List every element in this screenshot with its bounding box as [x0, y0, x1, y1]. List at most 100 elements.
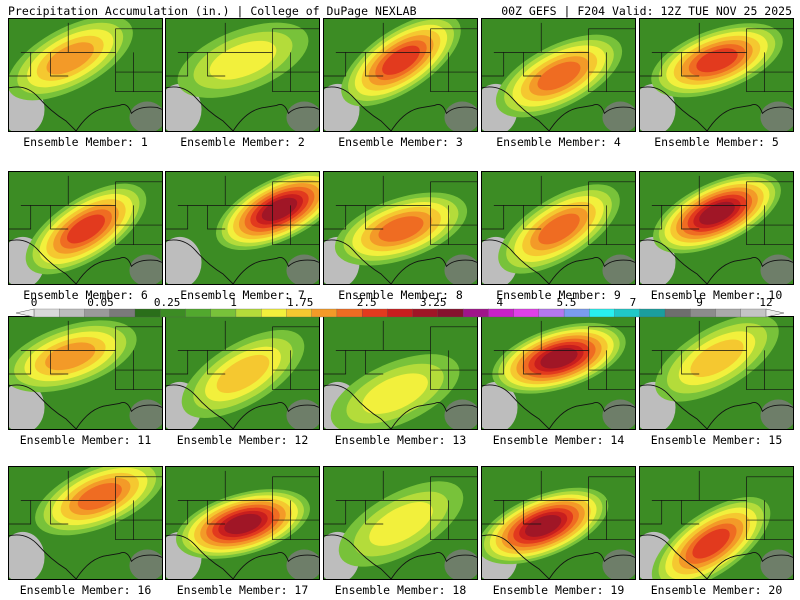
ensemble-panel-12	[165, 316, 320, 430]
precip-map	[482, 172, 635, 284]
precip-band	[176, 489, 310, 559]
coastline	[324, 384, 477, 429]
ensemble-member-label: Ensemble Member: 8	[338, 288, 463, 302]
precip-band	[215, 172, 319, 251]
ensemble-member-label: Ensemble Member: 15	[650, 433, 783, 447]
colorbar-segment	[614, 308, 641, 318]
colorbar-segment	[387, 308, 414, 318]
colorbar-left-arrow	[15, 308, 35, 318]
ensemble-panel-17	[165, 466, 320, 580]
coastline	[482, 534, 635, 579]
colorbar-segment	[59, 308, 85, 318]
ensemble-member-label: Ensemble Member: 14	[492, 433, 625, 447]
colorbar-segment	[286, 308, 313, 318]
colorbar-segment	[33, 308, 60, 318]
ensemble-panel-13	[323, 316, 478, 430]
colorbar-tick-label: 7	[630, 296, 637, 309]
precip-map	[640, 172, 793, 284]
precip-map	[9, 317, 162, 429]
colorbar-tick-label: 0	[31, 296, 38, 309]
colorbar-segment	[715, 308, 742, 318]
ensemble-panel-8	[323, 171, 478, 285]
ensemble-member-label: Ensemble Member: 18	[334, 583, 467, 597]
precip-map	[640, 467, 793, 579]
ensemble-panel-10	[639, 171, 794, 285]
coastline	[9, 534, 162, 579]
low-precip-area	[482, 381, 518, 429]
colorbar-segment	[412, 308, 439, 318]
colorbar-tick-label: 1.75	[287, 296, 314, 309]
ensemble-panel-3	[323, 18, 478, 132]
colorbar-segment	[589, 308, 615, 318]
ensemble-panel-14	[481, 316, 636, 430]
low-precip-area	[640, 83, 676, 131]
coastline	[166, 384, 319, 429]
ensemble-panel-6	[8, 171, 163, 285]
precip-map	[324, 467, 477, 579]
colorbar-segment	[538, 308, 565, 318]
low-precip-area	[166, 236, 202, 284]
low-precip-area	[9, 531, 45, 579]
coastline	[640, 384, 793, 429]
ensemble-panel-15	[639, 316, 794, 430]
ensemble-member-label: Ensemble Member: 11	[19, 433, 152, 447]
ensemble-member-label: Ensemble Member: 6	[23, 288, 148, 302]
precip-map	[9, 172, 162, 284]
ensemble-member-label: Ensemble Member: 1	[23, 135, 148, 149]
colorbar-segment	[185, 308, 212, 318]
precip-band	[651, 496, 771, 579]
low-precip-area	[9, 381, 45, 429]
coastline	[482, 239, 635, 284]
colorbar-tick-label: 0.25	[154, 296, 181, 309]
precip-band	[334, 192, 468, 266]
precip-band	[653, 173, 781, 254]
precip-colorbar: 0 0.05 0.25 1 1.75 2.5 3.25 4 5.5 7 9 12	[15, 296, 785, 318]
ensemble-panel-2	[165, 18, 320, 132]
colorbar-segment	[690, 308, 716, 318]
state-boundaries	[9, 470, 162, 579]
state-boundaries	[324, 320, 477, 429]
colorbar-tick-label: 0.05	[87, 296, 114, 309]
precip-band	[495, 34, 623, 118]
colorbar-tick-label: 5.5	[556, 296, 576, 309]
coastline	[324, 239, 477, 284]
ensemble-member-label: Ensemble Member: 16	[19, 583, 152, 597]
state-boundaries	[640, 175, 793, 284]
state-boundaries	[640, 22, 793, 131]
coastline	[324, 534, 477, 579]
precip-band	[25, 183, 147, 275]
precip-map	[166, 19, 319, 131]
ensemble-member-label: Ensemble Member: 9	[496, 288, 621, 302]
colorbar-segment	[160, 308, 186, 318]
colorbar-segment	[437, 308, 464, 318]
map-title: Precipitation Accumulation (in.) | Colle…	[8, 4, 417, 18]
coastline	[166, 239, 319, 284]
ensemble-panel-16	[8, 466, 163, 580]
coastline	[640, 86, 793, 131]
ensemble-member-label: Ensemble Member: 5	[654, 135, 779, 149]
colorbar-right-arrow	[765, 308, 785, 318]
ensemble-panel-1	[8, 18, 163, 132]
colorbar-segment	[210, 308, 237, 318]
colorbar-segment	[361, 308, 388, 318]
colorbar-tick-label: 4	[496, 296, 503, 309]
state-boundaries	[482, 175, 635, 284]
colorbar-segment	[513, 308, 540, 318]
precip-band	[9, 320, 137, 393]
state-boundaries	[166, 470, 319, 579]
precip-map	[640, 19, 793, 131]
colorbar-segment	[639, 308, 666, 318]
state-boundaries	[166, 22, 319, 131]
ensemble-panel-19	[481, 466, 636, 580]
precip-map	[482, 467, 635, 579]
state-boundaries	[9, 22, 162, 131]
precip-band	[181, 329, 305, 418]
coastline	[9, 384, 162, 429]
ensemble-member-label: Ensemble Member: 4	[496, 135, 621, 149]
precip-band	[177, 22, 309, 98]
colorbar-segment	[235, 308, 262, 318]
ensemble-member-label: Ensemble Member: 2	[180, 135, 305, 149]
colorbar-tick-label: 9	[696, 296, 703, 309]
ensemble-panel-4	[481, 18, 636, 132]
precip-map	[9, 19, 162, 131]
